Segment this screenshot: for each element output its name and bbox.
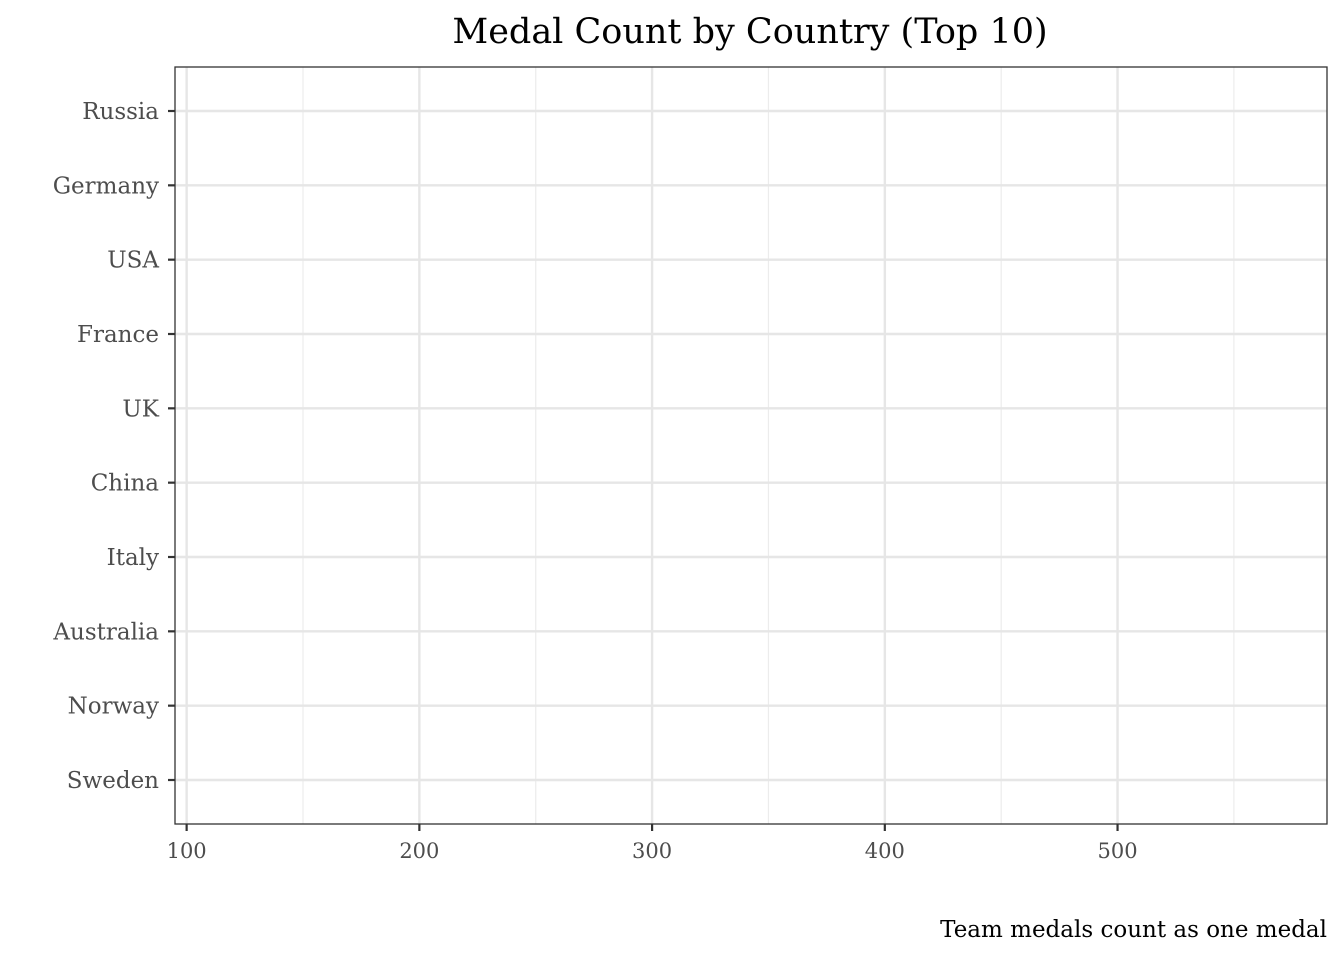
y-tick-label: Sweden bbox=[67, 768, 159, 794]
x-axis: 100 200 300 400 500 bbox=[167, 824, 1138, 863]
y-tick-label: UK bbox=[122, 396, 159, 422]
y-axis: Russia Germany USA France UK China Italy Austra… bbox=[52, 99, 175, 794]
x-tick-label: 300 bbox=[632, 839, 672, 863]
y-tick-label: Norway bbox=[68, 694, 159, 720]
grid-layer bbox=[175, 67, 1327, 824]
x-tick-label: 400 bbox=[865, 839, 905, 863]
y-tick-label: USA bbox=[107, 248, 159, 274]
chart-title: Medal Count by Country (Top 10) bbox=[452, 12, 1047, 52]
x-tick-label: 200 bbox=[399, 839, 439, 863]
y-tick-label: China bbox=[91, 471, 160, 497]
y-tick-label: France bbox=[77, 322, 159, 348]
chart-caption: Team medals count as one medal bbox=[940, 917, 1327, 943]
panel-border bbox=[175, 67, 1327, 824]
y-tick-label: Germany bbox=[53, 173, 159, 199]
y-tick-label: Russia bbox=[82, 99, 159, 125]
y-tick-label: Italy bbox=[107, 545, 159, 571]
x-tick-label: 100 bbox=[167, 839, 207, 863]
y-tick-label: Australia bbox=[52, 619, 159, 645]
x-tick-label: 500 bbox=[1097, 839, 1137, 863]
